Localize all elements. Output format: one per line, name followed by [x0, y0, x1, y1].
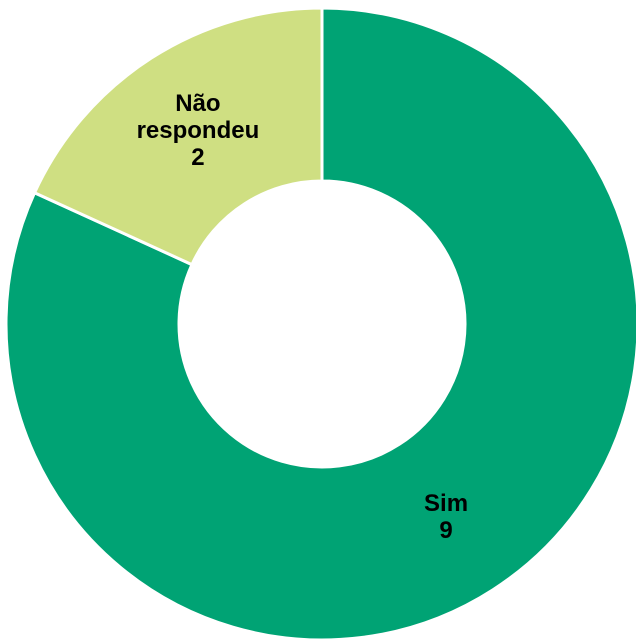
donut-segment — [4, 6, 636, 642]
segment-label: Não respondeu — [136, 90, 260, 145]
donut-segment — [32, 6, 324, 267]
segment-value: 9 — [439, 517, 453, 545]
segment-value: 2 — [191, 144, 205, 172]
segment-label: Sim — [424, 490, 469, 518]
